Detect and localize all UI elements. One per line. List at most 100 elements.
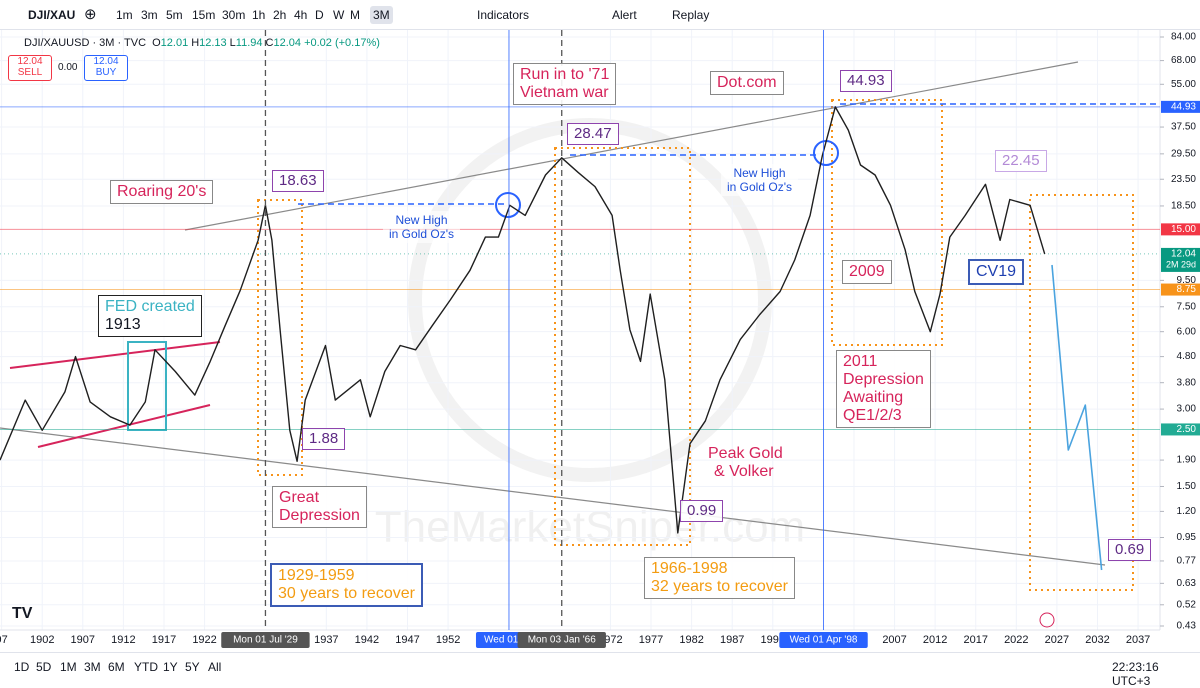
y-tick-label: 1.50 bbox=[1177, 481, 1197, 492]
annotation-text: 2011 bbox=[843, 353, 878, 370]
x-tick-label: 1937 bbox=[314, 634, 338, 646]
period-box bbox=[1029, 194, 1134, 591]
annotation-text: 30 years to recover bbox=[278, 585, 415, 602]
time-label: Mon 03 Jan '66 bbox=[528, 635, 597, 646]
alert-button[interactable]: Alert bbox=[612, 8, 637, 22]
sell-button[interactable]: 12.04 SELL bbox=[8, 55, 52, 81]
interval-button[interactable]: 5m bbox=[166, 8, 183, 22]
toolbar: DJI/XAU ⊕ 1m 3m 5m 15m 30m 1h 2h 4h D W M 3M Indica… bbox=[0, 0, 1200, 30]
x-tick-label: 1987 bbox=[720, 634, 744, 646]
fed-box bbox=[127, 341, 167, 431]
annotation-text: FED created bbox=[105, 298, 195, 315]
interval-button[interactable]: 1m bbox=[116, 8, 133, 22]
interval-button[interactable]: 2h bbox=[273, 8, 287, 22]
annotation-text: 0.69 bbox=[1115, 541, 1145, 558]
y-tick-label: 1.20 bbox=[1177, 506, 1197, 517]
sell-label: SELL bbox=[17, 67, 43, 78]
price-series bbox=[0, 106, 1046, 534]
x-tick-label: 2032 bbox=[1085, 634, 1109, 646]
x-tick-label: 1912 bbox=[111, 634, 135, 646]
x-tick-label: 1992 bbox=[761, 634, 785, 646]
y-tick-label: 23.50 bbox=[1171, 174, 1196, 185]
range-button[interactable]: 6M bbox=[108, 660, 125, 674]
range-button[interactable]: 5Y bbox=[185, 660, 200, 674]
annotation-text: 28.47 bbox=[574, 125, 612, 142]
replay-button[interactable]: Replay bbox=[672, 8, 710, 22]
price-label-bg bbox=[1161, 423, 1200, 436]
annotation-text: Run in to '71 bbox=[520, 66, 610, 83]
tv-logo: TV bbox=[12, 605, 33, 622]
interval-button[interactable]: 30m bbox=[222, 8, 246, 22]
range-button[interactable]: 1Y bbox=[163, 660, 178, 674]
spread: 0.00 bbox=[58, 62, 78, 73]
y-tick-label: 68.00 bbox=[1171, 55, 1196, 66]
interval-button[interactable]: D bbox=[315, 8, 324, 22]
x-tick-label: 1952 bbox=[436, 634, 460, 646]
y-tick-label: 0.95 bbox=[1177, 532, 1197, 543]
range-button[interactable]: YTD bbox=[134, 660, 158, 674]
x-tick-label: 1917 bbox=[152, 634, 176, 646]
price-label-bg bbox=[1161, 247, 1200, 272]
time-label: Wed 01 Apr '98 bbox=[790, 635, 858, 646]
annotation-text: & Volker bbox=[714, 463, 774, 480]
buy-button[interactable]: 12.04 BUY bbox=[84, 55, 128, 81]
y-tick-label: 6.00 bbox=[1177, 326, 1197, 337]
ohlc-value: 12.01 bbox=[160, 37, 189, 49]
range-button[interactable]: 1D bbox=[14, 660, 30, 674]
indicators-button[interactable]: Indicators bbox=[477, 8, 530, 22]
interval-button[interactable]: W bbox=[333, 8, 345, 22]
high-circle bbox=[495, 192, 521, 218]
interval-button[interactable]: M bbox=[350, 8, 360, 22]
annotation-text: Vietnam war bbox=[520, 84, 609, 101]
annotation-text: 2009 bbox=[849, 263, 885, 280]
interval-button[interactable]: 4h bbox=[294, 8, 308, 22]
price-label-bg bbox=[1161, 100, 1200, 113]
channel-line bbox=[9, 341, 221, 369]
annotation: Dot.com bbox=[710, 71, 784, 95]
ohlc-key: O bbox=[152, 37, 161, 49]
annotation-text: New High bbox=[733, 166, 786, 180]
range-button[interactable]: All bbox=[208, 660, 222, 674]
legend-change: +0.02 (+0.17%) bbox=[304, 37, 380, 49]
watermark: TheMarketSniper.com bbox=[375, 503, 805, 552]
y-tick-label: 0.63 bbox=[1177, 578, 1197, 589]
annotation-text: Depression bbox=[279, 507, 360, 524]
ohlc-key: L bbox=[229, 37, 236, 49]
annotation: 18.63 bbox=[272, 170, 324, 192]
y-tick-label: 9.50 bbox=[1177, 275, 1197, 286]
annotation-text: 44.93 bbox=[847, 72, 885, 89]
x-tick-label: 2007 bbox=[882, 634, 906, 646]
sell-price: 12.04 bbox=[17, 56, 43, 67]
interval-button[interactable]: 1h bbox=[252, 8, 266, 22]
ohlc-key: H bbox=[191, 37, 200, 49]
ohlc-value: 11.94 bbox=[235, 37, 263, 49]
x-tick-label: 1942 bbox=[355, 634, 379, 646]
interval-button[interactable]: 15m bbox=[192, 8, 216, 22]
annotation: Roaring 20's bbox=[110, 180, 214, 204]
period-box bbox=[831, 99, 943, 346]
symbol[interactable]: DJI/XAU bbox=[28, 8, 76, 22]
clock: 22:23:16 UTC+3 bbox=[1112, 660, 1159, 688]
x-tick-label: 2012 bbox=[923, 634, 947, 646]
trend-line bbox=[0, 427, 1106, 566]
annotation: 2009 bbox=[842, 260, 892, 284]
annotation-text: Dot.com bbox=[717, 74, 777, 91]
annotation-text: CV19 bbox=[976, 263, 1017, 280]
add-symbol[interactable]: ⊕ bbox=[84, 6, 97, 23]
annotation-text: Awaiting bbox=[843, 389, 904, 406]
legend-title: DJI/XAUUSD · 3M · TVC bbox=[24, 37, 147, 49]
annotation: 0.99 bbox=[680, 500, 724, 522]
range-button[interactable]: 3M bbox=[84, 660, 101, 674]
interval-button[interactable]: 3m bbox=[141, 8, 158, 22]
price-label: 15.00 bbox=[1171, 224, 1196, 235]
price-label: 2.50 bbox=[1177, 424, 1197, 435]
annotation-text: 0.99 bbox=[687, 502, 717, 519]
interval-button[interactable]: 3M bbox=[370, 6, 393, 24]
range-button[interactable]: 1M bbox=[60, 660, 77, 674]
x-tick-label: 1982 bbox=[679, 634, 703, 646]
range-button[interactable]: 5D bbox=[36, 660, 52, 674]
price-label-bg bbox=[1161, 283, 1200, 296]
y-tick-label: 84.00 bbox=[1171, 32, 1196, 43]
x-tick-label: 1922 bbox=[192, 634, 216, 646]
